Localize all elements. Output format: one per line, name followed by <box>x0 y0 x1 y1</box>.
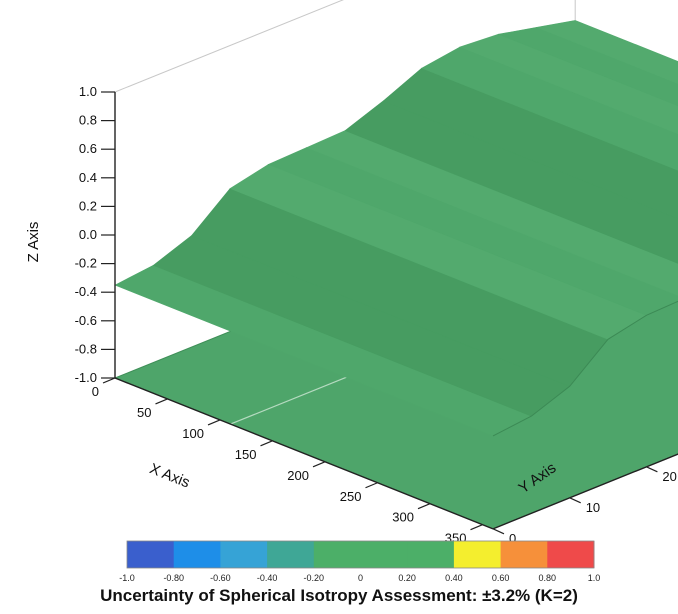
y-tick <box>646 466 658 473</box>
surface-strip <box>497 26 678 107</box>
x-tick-label: 150 <box>235 447 257 462</box>
z-axis-title: Z Axis <box>25 222 42 263</box>
colorbar-segment <box>267 541 315 568</box>
y-tick <box>569 497 581 504</box>
x-tick-label: 50 <box>137 405 151 420</box>
x-tick <box>207 419 221 426</box>
x-tick <box>102 377 116 384</box>
colorbar-segment <box>360 541 408 568</box>
x-tick-label: 0 <box>92 384 99 399</box>
surface-strip <box>535 20 678 84</box>
x-tick-label: 100 <box>182 426 204 441</box>
main-surface <box>114 20 678 437</box>
colorbar-segment <box>547 541 595 568</box>
x-tick <box>470 524 483 531</box>
z-tick-label: 0.2 <box>79 198 97 213</box>
colorbar-tick-label: -0.60 <box>210 573 231 583</box>
colorbar-tick-label: -1.0 <box>119 573 135 583</box>
colorbar: -1.0 -0.80 -0.60 -0.40 -0.20 0 0.20 0.40 0.60 0.8… <box>119 540 601 583</box>
surface-strip <box>421 46 678 171</box>
z-tick-label: 0.8 <box>79 113 97 128</box>
z-tick-label: -0.2 <box>75 256 97 271</box>
colorbar-frame <box>126 540 595 569</box>
colorbar-segment <box>500 541 548 568</box>
colorbar-segment <box>313 541 361 568</box>
surface-strip <box>267 147 678 316</box>
z-tick-label: 0.0 <box>79 227 97 242</box>
z-axis: 1.0 0.8 0.6 0.4 0.2 0.0 -0.2 -0.4 -0.6 -0.8 -1.0 <box>75 84 116 385</box>
x-tick <box>417 503 431 510</box>
box-edge <box>114 0 344 93</box>
x-axis-title: X Axis <box>147 460 192 491</box>
colorbar-tick-label: 0 <box>358 573 363 583</box>
x-tick-label: 250 <box>340 489 362 504</box>
colorbar-tick-label: -0.20 <box>304 573 325 583</box>
x-tick <box>155 398 168 405</box>
z-tick-label: -0.8 <box>75 341 97 356</box>
colorbar-segment <box>127 541 175 568</box>
surface-strip <box>306 130 678 296</box>
z-tick-label: -0.4 <box>75 284 97 299</box>
colorbar-tick-label: 0.40 <box>445 573 463 583</box>
colorbar-tick-label: 0.20 <box>398 573 416 583</box>
x-tick-label: 200 <box>287 468 309 483</box>
z-tick-label: 0.6 <box>79 141 97 156</box>
x-tick-label: 300 <box>392 510 414 525</box>
colorbar-segment <box>220 541 268 568</box>
x-tick <box>312 461 326 468</box>
surface-strip <box>344 100 678 264</box>
x-tick <box>365 482 378 489</box>
y-tick-label: 0 <box>509 531 516 546</box>
z-tick-label: 0.4 <box>79 170 97 185</box>
z-tick-label: -0.6 <box>75 313 97 328</box>
colorbar-segment <box>173 541 221 568</box>
colorbar-segment <box>453 541 502 568</box>
y-tick-label: 20 <box>662 469 676 484</box>
colorbar-tick-label: -0.40 <box>257 573 278 583</box>
colorbar-tick-label: 1.0 <box>588 573 601 583</box>
colorbar-tick-label: 0.60 <box>492 573 510 583</box>
y-tick <box>492 528 505 535</box>
y-tick-label: 10 <box>586 500 600 515</box>
surface-strip <box>459 33 678 135</box>
colorbar-tick-label: -0.80 <box>163 573 184 583</box>
figure-caption: Uncertainty of Spherical Isotropy Assess… <box>100 586 578 605</box>
colorbar-tick-label: 0.80 <box>539 573 557 583</box>
y-axis: 0102030405060 <box>492 453 678 546</box>
z-tick-label: -1.0 <box>75 370 97 385</box>
surface-front-edge <box>492 300 678 437</box>
z-tick-label: 1.0 <box>79 84 97 99</box>
x-tick <box>260 440 273 447</box>
colorbar-segment <box>407 541 455 568</box>
surface-strip <box>382 67 678 219</box>
